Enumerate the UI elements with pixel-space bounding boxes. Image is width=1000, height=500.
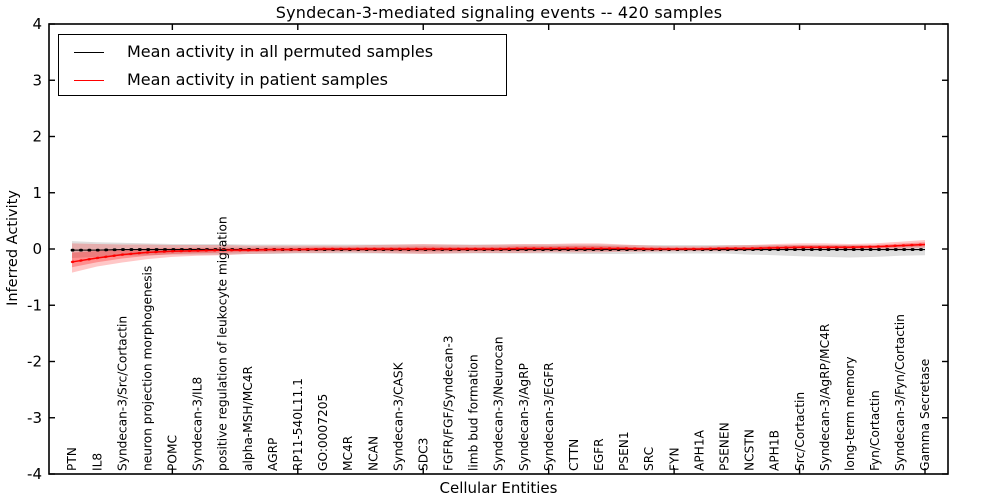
x-tick-label: long-term memory — [843, 357, 857, 471]
x-tick-label: APH1B — [768, 430, 782, 471]
x-tick-label: FGFR/FGF/Syndecan-3 — [442, 335, 456, 471]
x-tick-label: CTTN — [567, 439, 581, 471]
x-tick-label-group: AGRP — [266, 438, 280, 471]
x-tick-label-group: NCSTN — [743, 429, 757, 471]
x-tick-label: SDC3 — [416, 438, 430, 471]
x-tick-label: Syndecan-3/AgRP/MC4R — [818, 323, 832, 471]
x-tick-label-group: EGFR — [592, 438, 606, 471]
x-tick-label: NCAN — [366, 436, 380, 471]
y-tick-label: 0 — [32, 240, 42, 258]
x-tick-label-group: alpha-MSH/MC4R — [241, 366, 255, 471]
x-tick-label-group: positive regulation of leukocyte migrati… — [216, 216, 230, 471]
x-tick-label-group: PSEN1 — [617, 431, 631, 471]
x-tick-label-group: Syndecan-3/Fyn/Cortactin — [893, 314, 907, 471]
x-tick-label-group: CTTN — [567, 439, 581, 471]
x-tick-label-group: Src/Cortactin — [793, 392, 807, 471]
y-tick-label: -2 — [27, 353, 42, 371]
x-axis-label: Cellular Entities — [439, 479, 558, 497]
chart-title: Syndecan-3-mediated signaling events -- … — [275, 3, 723, 22]
x-tick-label-group: Syndecan-3/AgRP/MC4R — [818, 323, 832, 471]
x-tick-label-group: FGFR/FGF/Syndecan-3 — [442, 335, 456, 471]
x-tick-label: Src/Cortactin — [793, 392, 807, 471]
y-tick-label: 3 — [32, 71, 42, 89]
y-tick-label: 1 — [32, 184, 42, 202]
x-tick-label-group: Syndecan-3/IL8 — [191, 377, 205, 471]
x-tick-label: Syndecan-3/CASK — [391, 361, 405, 471]
x-tick-label: Gamma Secretase — [918, 359, 932, 471]
x-tick-label-group: Syndecan-3/AgRP — [517, 363, 531, 471]
legend-entry-patient: Mean activity in patient samples — [74, 69, 506, 91]
y-tick-label: -1 — [27, 296, 42, 314]
x-tick-label: IL8 — [90, 453, 104, 471]
y-tick-label: 2 — [32, 128, 42, 146]
x-tick-label: positive regulation of leukocyte migrati… — [216, 216, 230, 471]
x-tick-label-group: APH1A — [692, 429, 706, 471]
y-axis-label: Inferred Activity — [5, 190, 21, 306]
x-tick-label: Syndecan-3/Neurocan — [492, 337, 506, 472]
x-tick-label-group: APH1B — [768, 430, 782, 471]
x-tick-label-group: NCAN — [366, 436, 380, 471]
legend-label-patient: Mean activity in patient samples — [127, 70, 388, 89]
x-tick-label-group: long-term memory — [843, 357, 857, 471]
x-tick-label-group: GO:0007205 — [316, 394, 330, 471]
x-tick-label-group: Syndecan-3/Src/Cortactin — [115, 316, 129, 471]
x-tick-label: Syndecan-3/EGFR — [542, 362, 556, 471]
x-tick-label-group: Fyn/Cortactin — [868, 390, 882, 471]
y-tick-label: 4 — [32, 15, 42, 33]
x-tick-label-group: PTN — [65, 447, 79, 471]
x-tick-label: NCSTN — [743, 429, 757, 471]
y-tick-label: -4 — [27, 465, 42, 483]
x-tick-label-group: Syndecan-3/CASK — [391, 361, 405, 471]
x-tick-label: Syndecan-3/Fyn/Cortactin — [893, 314, 907, 471]
patient-series-markers — [70, 243, 927, 264]
legend-entry-permuted: Mean activity in all permuted samples — [74, 41, 506, 63]
x-tick-label: FYN — [667, 447, 681, 471]
x-tick-label: Syndecan-3/AgRP — [517, 363, 531, 471]
x-tick-label-group: RP11-540L11.1 — [291, 378, 305, 471]
legend: Mean activity in all permuted samples Me… — [58, 34, 507, 96]
x-tick-label: neuron projection morphogenesis — [141, 266, 155, 471]
x-tick-label: EGFR — [592, 438, 606, 471]
x-tick-label: APH1A — [692, 429, 706, 471]
x-tick-label: AGRP — [266, 438, 280, 471]
y-tick-label: -3 — [27, 409, 42, 427]
x-tick-label-group: IL8 — [90, 453, 104, 471]
x-tick-label: Syndecan-3/Src/Cortactin — [115, 316, 129, 471]
x-tick-label-group: Gamma Secretase — [918, 359, 932, 471]
legend-line-sample-black — [74, 51, 104, 53]
x-tick-label: POMC — [166, 435, 180, 471]
x-tick-label-group: limb bud formation — [467, 354, 481, 471]
x-tick-label: alpha-MSH/MC4R — [241, 366, 255, 471]
x-tick-label: RP11-540L11.1 — [291, 378, 305, 471]
x-tick-label-group: MC4R — [341, 435, 355, 471]
x-tick-label: PSENEN — [718, 422, 732, 471]
x-tick-label-group: Syndecan-3/Neurocan — [492, 337, 506, 472]
legend-line-sample-red — [74, 79, 104, 81]
x-tick-label: Syndecan-3/IL8 — [191, 377, 205, 471]
x-tick-label-group: SRC — [642, 447, 656, 471]
x-tick-label-group: POMC — [166, 435, 180, 471]
x-tick-label-group: FYN — [667, 447, 681, 471]
legend-label-permuted: Mean activity in all permuted samples — [127, 42, 434, 61]
x-tick-label: Fyn/Cortactin — [868, 390, 882, 471]
x-tick-label: SRC — [642, 447, 656, 471]
x-tick-label-group: SDC3 — [416, 438, 430, 471]
x-tick-label: PSEN1 — [617, 431, 631, 471]
x-tick-label-group: Syndecan-3/EGFR — [542, 362, 556, 471]
x-tick-label: limb bud formation — [467, 354, 481, 471]
x-tick-label-group: neuron projection morphogenesis — [141, 266, 155, 471]
x-tick-label: MC4R — [341, 435, 355, 471]
x-tick-label: GO:0007205 — [316, 394, 330, 471]
x-tick-label: PTN — [65, 447, 79, 471]
x-tick-label-group: PSENEN — [718, 422, 732, 471]
